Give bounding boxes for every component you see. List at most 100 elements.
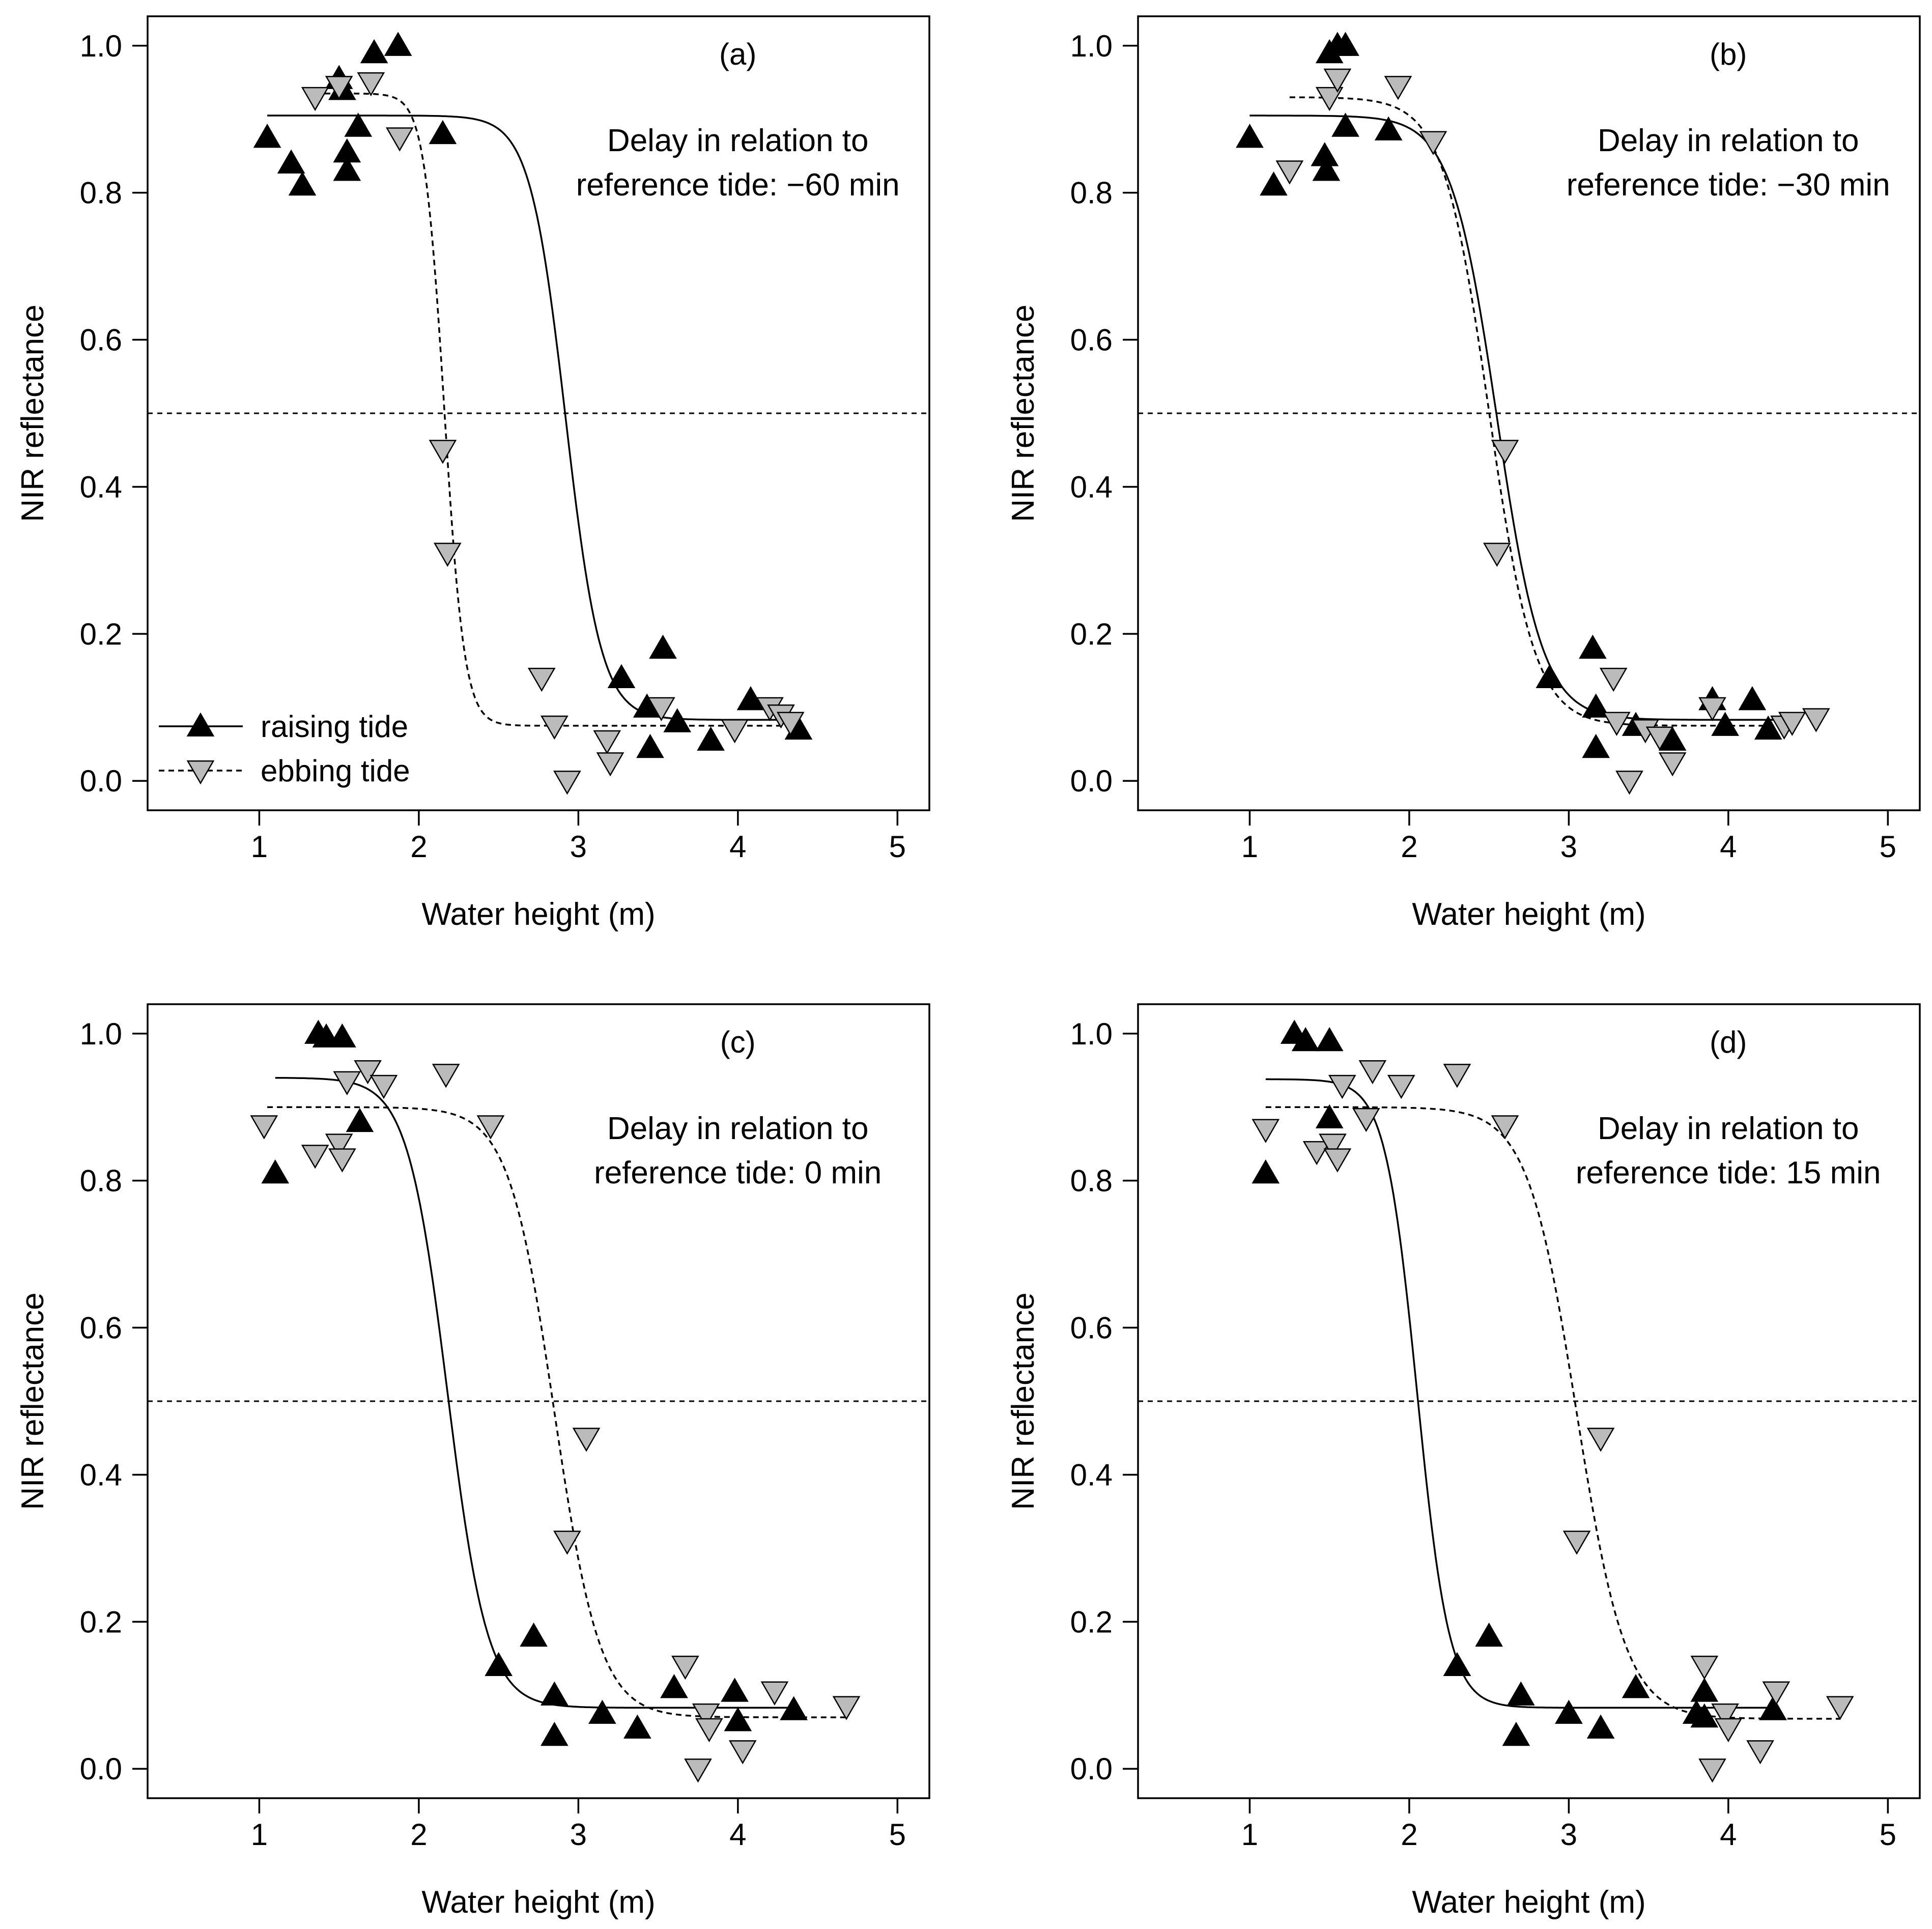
y-tick-label: 0.8 bbox=[1070, 1164, 1113, 1198]
ebbing-tide-point bbox=[572, 1428, 601, 1452]
raising-tide-point bbox=[724, 1707, 752, 1732]
delay-annotation-line-1: Delay in relation to bbox=[1598, 123, 1859, 158]
raising-tide-point bbox=[344, 112, 373, 137]
x-tick-label: 4 bbox=[1720, 1818, 1737, 1852]
ebbing-tide-point bbox=[1698, 697, 1726, 722]
ebbing-tide-point bbox=[1562, 1530, 1591, 1555]
delay-annotation-line-1: Delay in relation to bbox=[607, 123, 869, 158]
raising-tide-point bbox=[623, 1714, 651, 1739]
legend-label-raising-tide: raising tide bbox=[261, 710, 408, 744]
raising-tide-point bbox=[1754, 715, 1782, 740]
y-tick-label: 0.8 bbox=[1070, 176, 1113, 210]
y-tick-label: 0.8 bbox=[80, 176, 122, 210]
x-tick-label: 4 bbox=[1720, 830, 1737, 864]
ebbing-tide-point bbox=[325, 1133, 353, 1158]
ebbing-tide-point bbox=[1826, 1696, 1854, 1720]
raising-tide-point bbox=[541, 1681, 569, 1706]
ebbing-tide-point bbox=[333, 1071, 361, 1095]
x-tick-label: 3 bbox=[570, 1818, 587, 1852]
x-tick-label: 2 bbox=[410, 1818, 427, 1852]
ebbing-tide-point bbox=[541, 715, 569, 740]
delay-annotation-line-1: Delay in relation to bbox=[1598, 1111, 1859, 1146]
ebbing-tide-point bbox=[527, 667, 556, 692]
raising-tide-point bbox=[261, 1159, 290, 1184]
raising-tide-fit-curve bbox=[1249, 115, 1793, 721]
raising-tide-point bbox=[1579, 634, 1607, 659]
x-axis-label: Water height (m) bbox=[421, 1885, 655, 1920]
ebbing-tide-fit-curve bbox=[267, 1106, 850, 1718]
raising-tide-point bbox=[721, 1678, 749, 1702]
raising-tide-point bbox=[1331, 32, 1359, 56]
ebbing-tide-point bbox=[1419, 131, 1447, 155]
panel-label: (a) bbox=[719, 37, 756, 71]
panel-a: 1 2 3 4 5 0.0 0.2 0.4 0.6 0.8 1.0 (a) Delay in rel… bbox=[15, 15, 930, 932]
x-tick-label: 4 bbox=[729, 830, 746, 864]
ebbing-tide-point bbox=[1315, 87, 1344, 111]
legend-label-ebbing-tide: ebbing tide bbox=[261, 754, 410, 788]
ebbing-tide-point bbox=[1603, 712, 1631, 736]
raising-tide-point bbox=[1690, 1678, 1719, 1702]
x-tick-label: 5 bbox=[1880, 830, 1896, 864]
y-tick-label: 0.6 bbox=[80, 323, 122, 357]
panel-c: 1 2 3 4 5 0.0 0.2 0.4 0.6 0.8 1.0 (c) Delay in rel… bbox=[15, 1003, 930, 1920]
y-tick-label: 0.2 bbox=[1070, 617, 1113, 651]
raising-tide-point bbox=[288, 171, 317, 196]
x-tick-label: 1 bbox=[251, 830, 268, 864]
raising-tide-point bbox=[333, 157, 361, 181]
ebbing-tide-point bbox=[692, 1703, 720, 1728]
ebbing-tide-fit-curve bbox=[1265, 1106, 1840, 1720]
ebbing-tide-point bbox=[1483, 543, 1511, 567]
ebbing-tide-point bbox=[433, 543, 462, 567]
ebbing-tide-point bbox=[1802, 708, 1830, 732]
y-tick-label: 1.0 bbox=[80, 29, 122, 63]
x-tick-label: 2 bbox=[410, 830, 427, 864]
raising-tide-point bbox=[1315, 1027, 1344, 1052]
ebbing-tide-point bbox=[370, 1074, 398, 1099]
raising-tide-point bbox=[1252, 1159, 1280, 1184]
panel-d: 1 2 3 4 5 0.0 0.2 0.4 0.6 0.8 1.0 (d) Delay in rel… bbox=[1006, 1003, 1921, 1920]
plot-frame bbox=[1137, 1003, 1921, 1799]
raising-tide-point bbox=[780, 1696, 808, 1720]
raising-tide-point bbox=[1315, 1104, 1344, 1128]
raising-tide-point bbox=[253, 124, 281, 148]
y-tick-label: 0.6 bbox=[1070, 1311, 1113, 1345]
raising-tide-point bbox=[588, 1699, 616, 1724]
raising-tide-point bbox=[1291, 1027, 1320, 1052]
raising-tide-fit-curve bbox=[1265, 1078, 1776, 1709]
raising-tide-point bbox=[1312, 157, 1341, 181]
ebbing-tide-point bbox=[1746, 1740, 1774, 1765]
ebbing-tide-point bbox=[593, 730, 621, 755]
x-tick-label: 2 bbox=[1401, 830, 1417, 864]
delay-annotation-line-2: reference tide: −30 min bbox=[1567, 167, 1890, 203]
raising-tide-point bbox=[1507, 1681, 1535, 1706]
y-tick-label: 0.0 bbox=[80, 764, 122, 798]
plot-frame bbox=[147, 1003, 930, 1799]
ebbing-tide-point bbox=[1358, 1060, 1387, 1085]
raising-tide-point bbox=[1475, 1622, 1503, 1647]
ebbing-tide-point bbox=[1491, 1115, 1519, 1140]
legend: raising tide ebbing tide bbox=[159, 710, 410, 788]
x-tick-label: 2 bbox=[1401, 1818, 1417, 1852]
raising-tide-point bbox=[1586, 1714, 1615, 1739]
panel-b: 1 2 3 4 5 0.0 0.2 0.4 0.6 0.8 1.0 (b) Delay in rel… bbox=[1006, 15, 1921, 932]
plot-frame bbox=[1137, 15, 1921, 811]
delay-annotation-line-2: reference tide: 15 min bbox=[1576, 1155, 1881, 1190]
y-axis-label: NIR reflectance bbox=[15, 1292, 50, 1510]
x-axis-label: Water height (m) bbox=[421, 897, 655, 932]
raising-tide-point bbox=[1331, 112, 1359, 137]
y-axis-label: NIR reflectance bbox=[15, 304, 50, 522]
raising-tide-point bbox=[1374, 116, 1403, 140]
x-tick-label: 5 bbox=[1880, 1818, 1896, 1852]
ebbing-tide-point bbox=[301, 1145, 329, 1169]
x-tick-label: 3 bbox=[1560, 1818, 1577, 1852]
raising-tide-fit-curve bbox=[267, 115, 794, 721]
delay-annotation-line-2: reference tide: −60 min bbox=[576, 167, 900, 203]
ebbing-tide-point bbox=[760, 1681, 789, 1706]
legend-marker-ebbing-tide bbox=[186, 760, 215, 785]
ebbing-tide-point bbox=[776, 712, 805, 736]
ebbing-tide-point bbox=[429, 440, 457, 464]
delay-annotation-line-2: reference tide: 0 min bbox=[594, 1155, 882, 1190]
ebbing-tide-point bbox=[301, 87, 329, 111]
plot-frame bbox=[147, 15, 930, 811]
